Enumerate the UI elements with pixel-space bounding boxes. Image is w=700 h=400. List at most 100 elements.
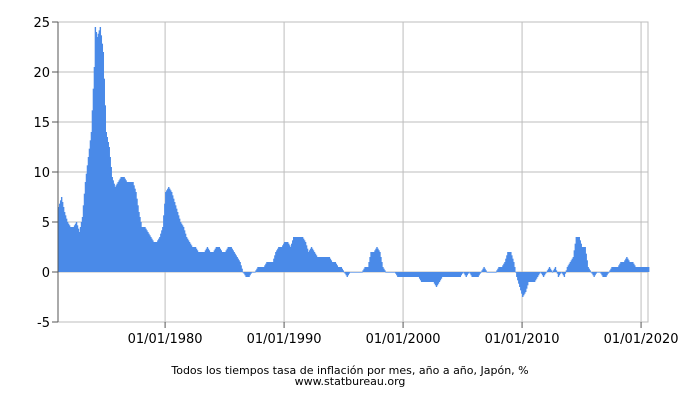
inflation-bar <box>129 182 131 272</box>
inflation-bar <box>94 27 97 272</box>
inflation-bar <box>458 272 460 277</box>
inflation-bar <box>294 237 297 272</box>
inflation-bar <box>136 198 138 272</box>
inflation-bar <box>459 272 461 277</box>
inflation-bar <box>183 230 186 272</box>
inflation-bar <box>336 265 339 272</box>
inflation-bar <box>70 227 73 272</box>
y-tick-label: 5 <box>42 216 50 231</box>
inflation-bar <box>211 252 214 272</box>
inflation-bar <box>492 272 494 273</box>
inflation-bar <box>289 245 291 272</box>
inflation-bar <box>640 267 642 272</box>
inflation-bar <box>345 272 347 276</box>
inflation-bar <box>229 247 231 272</box>
inflation-bar <box>126 182 128 272</box>
inflation-bar <box>365 267 367 272</box>
inflation-bar <box>608 272 610 273</box>
inflation-bar <box>431 272 434 282</box>
inflation-bar <box>615 267 617 272</box>
inflation-bar <box>192 247 195 272</box>
inflation-bar <box>256 268 258 272</box>
inflation-bar <box>441 272 444 277</box>
inflation-bar <box>469 272 471 274</box>
inflation-bar <box>631 262 633 272</box>
inflation-bar <box>574 243 577 272</box>
inflation-bar <box>540 272 543 274</box>
inflation-bar <box>132 182 134 272</box>
inflation-bar <box>158 238 160 272</box>
inflation-bar <box>390 272 392 273</box>
inflation-bar <box>251 272 253 273</box>
inflation-bar <box>414 272 417 277</box>
inflation-bar <box>538 272 541 274</box>
inflation-bar <box>556 272 559 274</box>
inflation-bar <box>417 272 420 277</box>
inflation-bar <box>223 252 225 272</box>
inflation-bar <box>101 43 104 272</box>
inflation-bar <box>349 272 351 273</box>
inflation-bar <box>499 267 501 272</box>
inflation-bar <box>319 257 322 272</box>
inflation-bar <box>564 272 567 274</box>
inflation-bar <box>337 267 340 272</box>
inflation-bar <box>264 265 266 272</box>
inflation-bar <box>325 257 328 272</box>
inflation-bar <box>323 257 326 272</box>
inflation-bar <box>613 267 615 272</box>
inflation-bar <box>639 267 641 272</box>
inflation-bar <box>478 272 480 276</box>
chart-caption-source: www.statbureau.org <box>294 375 406 388</box>
inflation-bar <box>74 223 77 272</box>
x-tick-label: 01/01/1980 <box>128 332 203 347</box>
inflation-bar <box>516 272 518 277</box>
inflation-bar <box>382 267 384 272</box>
inflation-bar <box>254 272 256 273</box>
inflation-bar <box>635 267 637 272</box>
inflation-bar <box>92 88 95 272</box>
inflation-bar <box>585 253 587 272</box>
inflation-bar <box>130 182 132 272</box>
inflation-bar <box>472 272 474 277</box>
inflation-bar <box>149 235 151 272</box>
inflation-bar <box>148 233 150 272</box>
inflation-bar <box>376 247 378 272</box>
inflation-bar <box>570 260 573 272</box>
inflation-bar <box>272 262 274 272</box>
inflation-bar <box>115 185 117 272</box>
inflation-bar <box>412 272 415 277</box>
inflation-bar <box>524 272 526 294</box>
inflation-bar <box>559 272 562 274</box>
inflation-bar <box>432 272 435 282</box>
inflation-bar <box>357 272 359 273</box>
inflation-bar <box>111 177 113 272</box>
inflation-bar <box>403 272 405 277</box>
inflation-bar <box>531 272 534 282</box>
inflation-bar <box>386 272 388 273</box>
inflation-bar <box>344 272 346 274</box>
inflation-bar <box>525 272 527 292</box>
inflation-bar <box>291 243 293 272</box>
inflation-bar <box>544 272 547 274</box>
inflation-bar <box>611 267 613 272</box>
inflation-bar <box>96 37 99 272</box>
inflation-bar <box>520 272 522 291</box>
inflation-bar <box>489 272 491 273</box>
inflation-bar <box>161 230 163 272</box>
inflation-bar <box>181 225 184 272</box>
inflation-bar <box>305 245 308 272</box>
inflation-bar <box>152 240 154 272</box>
inflation-bar <box>335 263 338 272</box>
inflation-bar <box>352 272 354 273</box>
inflation-bar <box>601 272 603 276</box>
inflation-bar <box>504 262 506 272</box>
inflation-bar <box>589 270 591 272</box>
inflation-bar <box>105 132 107 272</box>
inflation-bar <box>384 270 386 272</box>
inflation-bar <box>203 252 206 272</box>
inflation-bar <box>547 268 550 272</box>
inflation-bar <box>607 272 609 274</box>
inflation-bar <box>619 263 621 272</box>
inflation-bar <box>131 182 133 272</box>
inflation-bar <box>287 242 289 272</box>
